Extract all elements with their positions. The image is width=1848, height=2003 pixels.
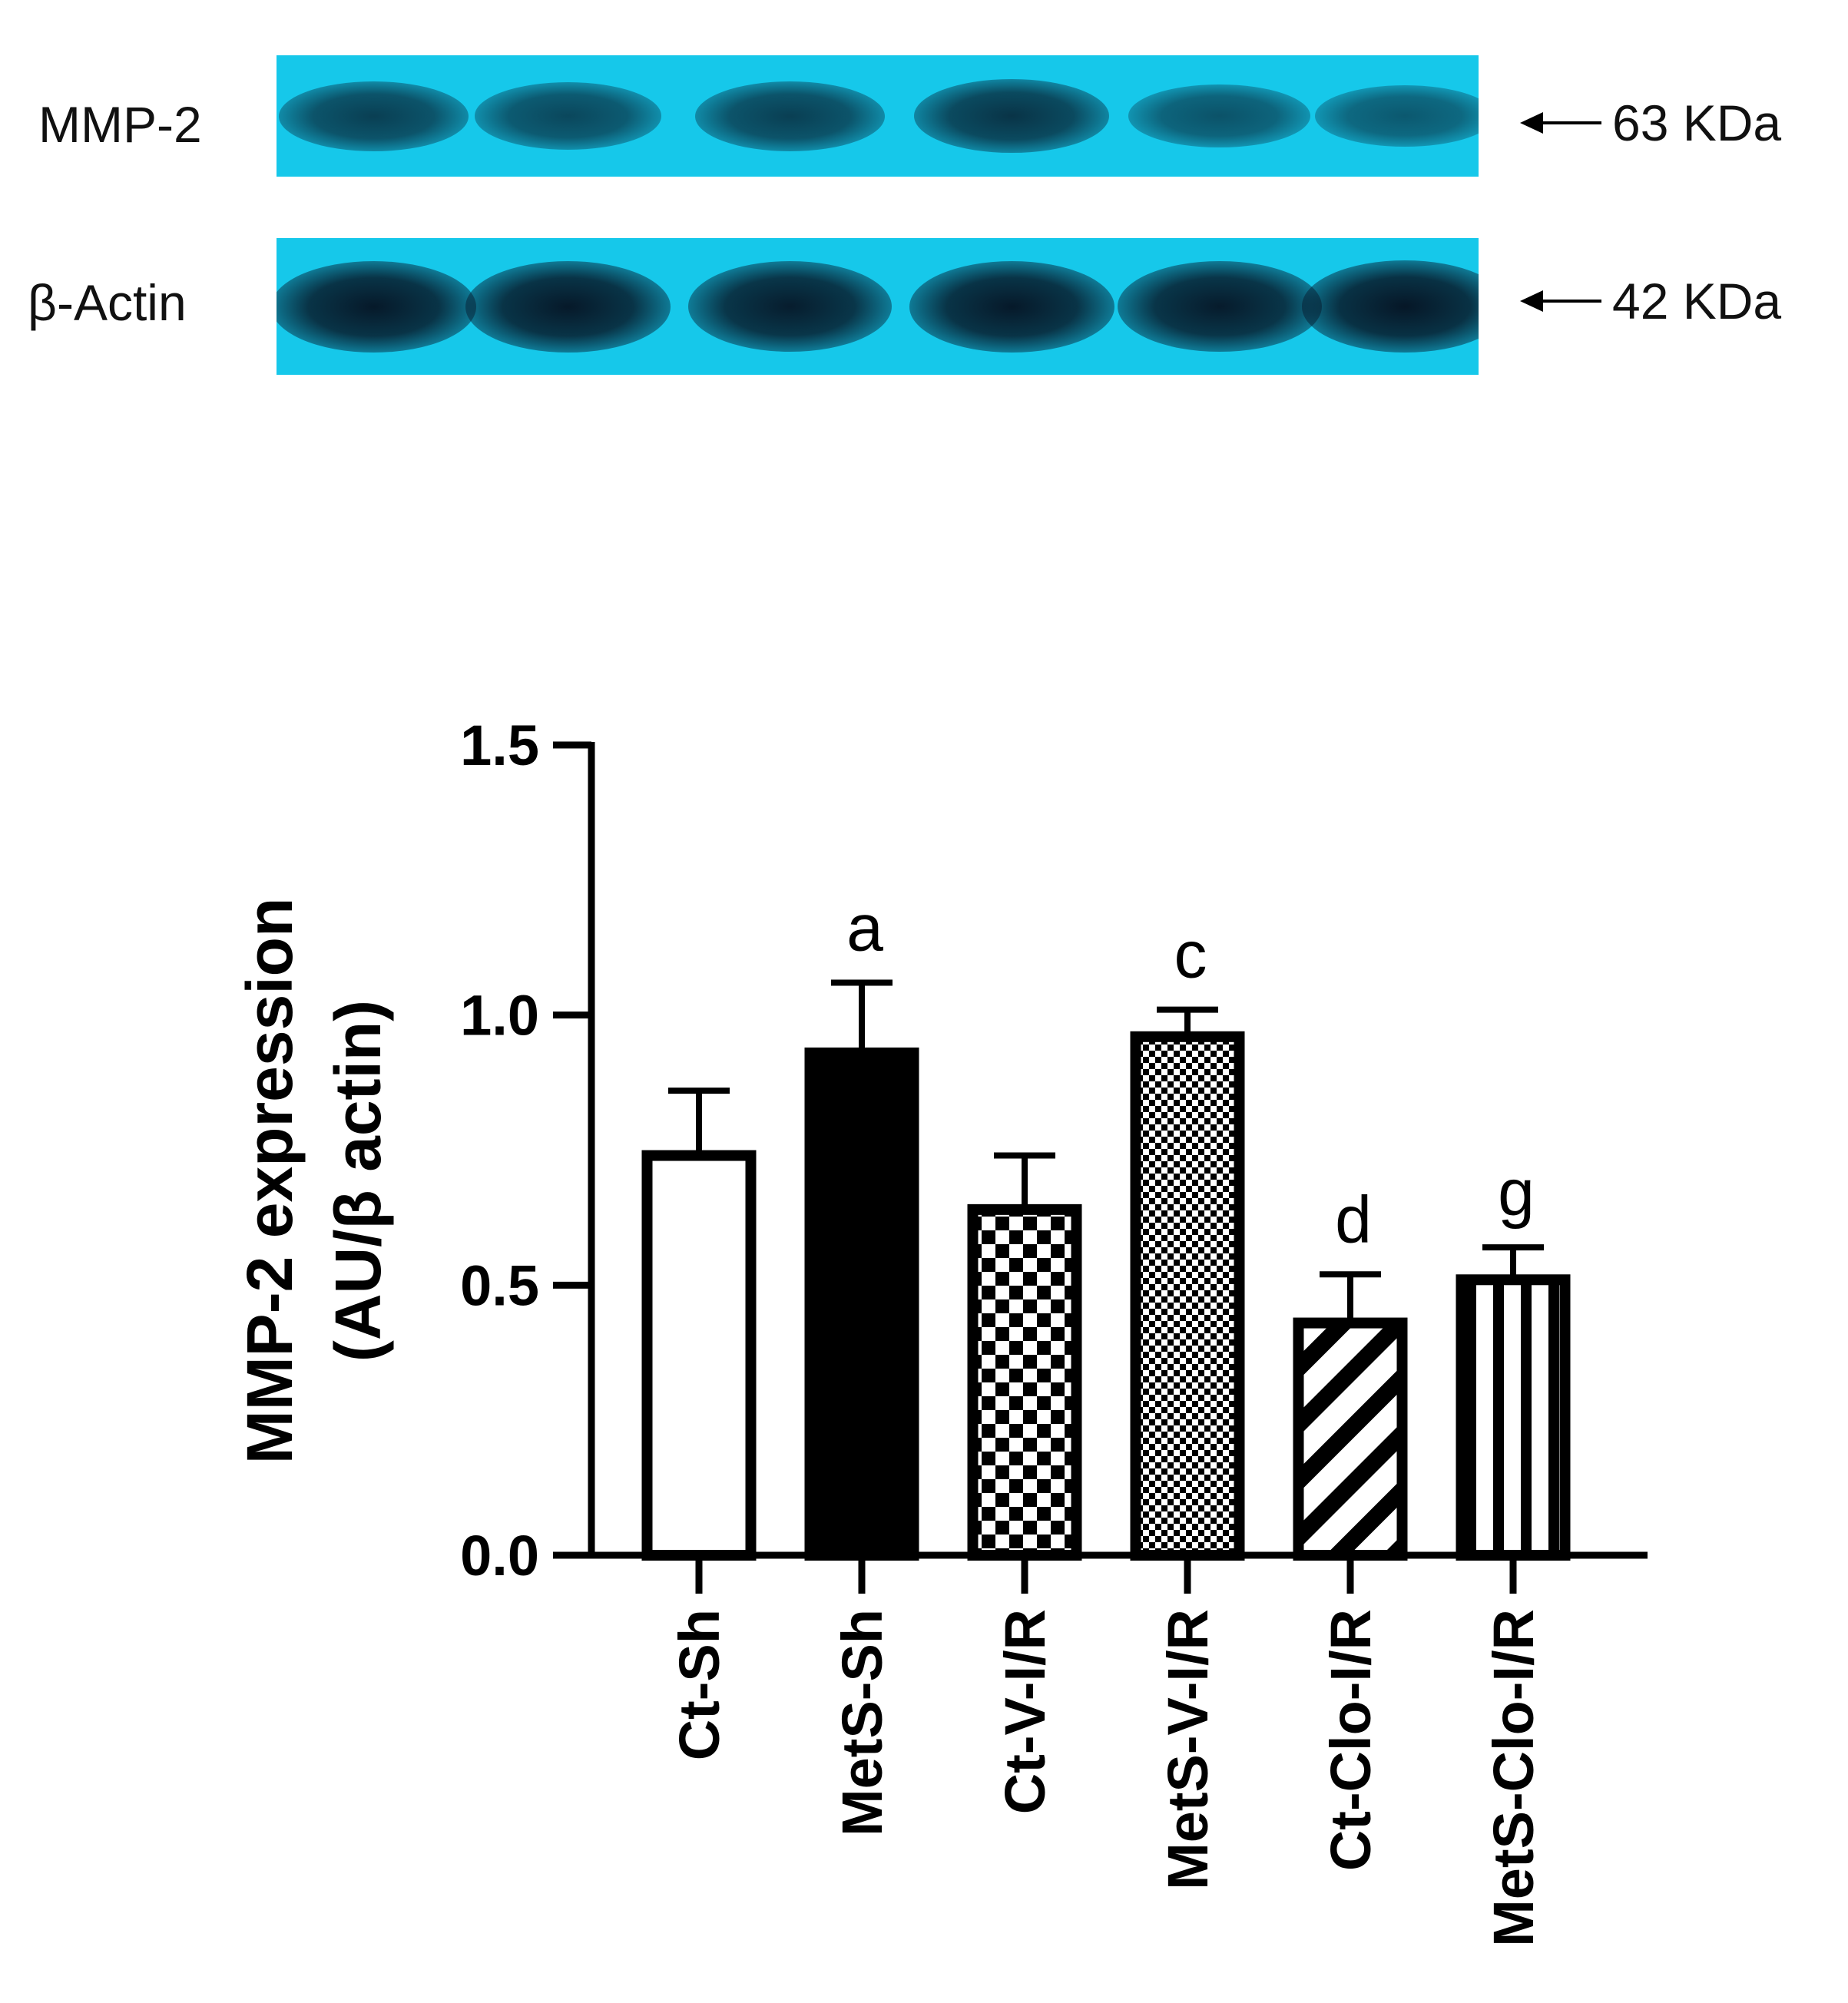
x-tick-label: MetS-V-I/R xyxy=(1156,1609,1220,1890)
blot-band xyxy=(465,260,671,353)
arrow-icon xyxy=(1520,112,1601,134)
bar-ct-v-i-r xyxy=(967,1203,1082,1561)
bar-ct-sh xyxy=(641,1150,757,1561)
x-tick-label: MetS-Sh xyxy=(830,1609,894,1836)
blot-band xyxy=(277,260,476,353)
significance-label: g xyxy=(1498,1156,1535,1230)
x-tick-label: MetS-Clo-I/R xyxy=(1482,1609,1545,1947)
blot-band xyxy=(1314,85,1479,147)
x-tick-label: Ct-Clo-I/R xyxy=(1319,1609,1383,1871)
y-tick-label: 1.0 xyxy=(460,984,539,1048)
y-axis-label-unit: (AU/β actin) xyxy=(322,1000,394,1362)
blot-band xyxy=(1128,84,1311,148)
x-tick-label: Ct-V-I/R xyxy=(993,1609,1057,1814)
plot-area: 0.0 0.5 1.0 1.5 MMP-2 expression (AU/β actin)… xyxy=(233,713,1648,1947)
blot-row-label-mmp2: MMP-2 xyxy=(38,96,202,153)
bar-mets-sh xyxy=(804,1047,919,1561)
bar-mets-v-i-r xyxy=(1130,1031,1245,1561)
blot-row-label-beta-actin: β-Actin xyxy=(28,274,187,331)
marker-42kda: 42 KDa xyxy=(1520,270,1782,332)
blot-band xyxy=(1118,260,1322,353)
blot-band xyxy=(909,260,1114,353)
bar-ct-clo-i-r xyxy=(1293,1317,1408,1561)
bar-mets-clo-i-r xyxy=(1456,1274,1571,1561)
blot-band xyxy=(687,260,892,353)
x-tick-label: Ct-Sh xyxy=(667,1609,731,1760)
marker-63kda: 63 KDa xyxy=(1520,92,1782,154)
blot-band xyxy=(474,82,661,150)
y-axis-label: MMP-2 expression xyxy=(233,898,306,1465)
blot-strip-mmp2 xyxy=(277,55,1479,177)
marker-label-42kda: 42 KDa xyxy=(1612,273,1782,329)
blot-band xyxy=(278,81,469,151)
significance-label: d xyxy=(1335,1183,1372,1256)
y-tick-label: 1.5 xyxy=(460,713,539,777)
blot-band xyxy=(694,81,885,151)
blot-band xyxy=(1301,260,1479,353)
significance-label: a xyxy=(846,891,883,965)
marker-label-63kda: 63 KDa xyxy=(1612,94,1782,151)
arrow-icon xyxy=(1520,290,1601,312)
significance-label: c xyxy=(1174,919,1207,992)
y-tick-label: 0.0 xyxy=(460,1524,539,1588)
blot-band xyxy=(914,79,1109,153)
y-tick-label: 0.5 xyxy=(460,1253,539,1317)
blot-strip-beta-actin xyxy=(277,238,1479,375)
